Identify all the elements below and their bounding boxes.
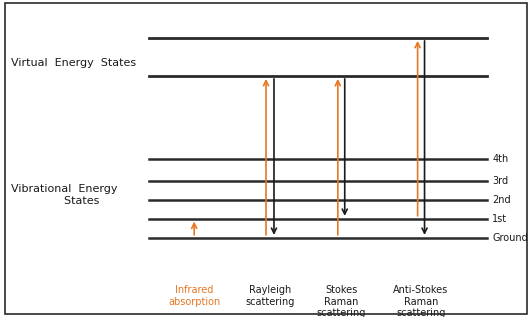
Text: 1st: 1st — [492, 214, 507, 224]
Text: Virtual  Energy  States: Virtual Energy States — [11, 58, 136, 68]
Text: Vibrational  Energy
          States: Vibrational Energy States — [11, 184, 117, 206]
Text: Anti-Stokes
Raman
scattering: Anti-Stokes Raman scattering — [393, 285, 448, 317]
Text: 3rd: 3rd — [492, 176, 508, 186]
Text: Ground: Ground — [492, 233, 528, 243]
Text: 2nd: 2nd — [492, 195, 511, 205]
Text: Stokes
Raman
scattering: Stokes Raman scattering — [317, 285, 365, 317]
Text: Rayleigh
scattering: Rayleigh scattering — [245, 285, 294, 307]
Text: Infrared
absorption: Infrared absorption — [168, 285, 220, 307]
Text: 4th: 4th — [492, 153, 509, 164]
